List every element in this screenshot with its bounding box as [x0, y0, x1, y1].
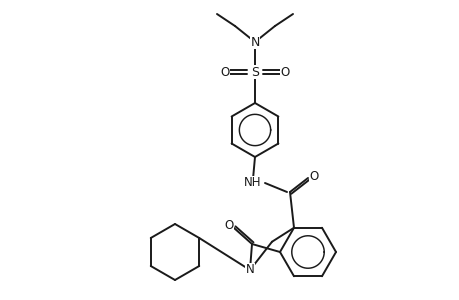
- Text: S: S: [251, 65, 258, 79]
- Text: O: O: [309, 169, 318, 182]
- Text: N: N: [245, 263, 254, 277]
- Text: O: O: [280, 65, 289, 79]
- Text: NH: NH: [244, 176, 261, 190]
- Text: O: O: [220, 65, 229, 79]
- Text: N: N: [250, 35, 259, 49]
- Text: O: O: [224, 220, 233, 232]
